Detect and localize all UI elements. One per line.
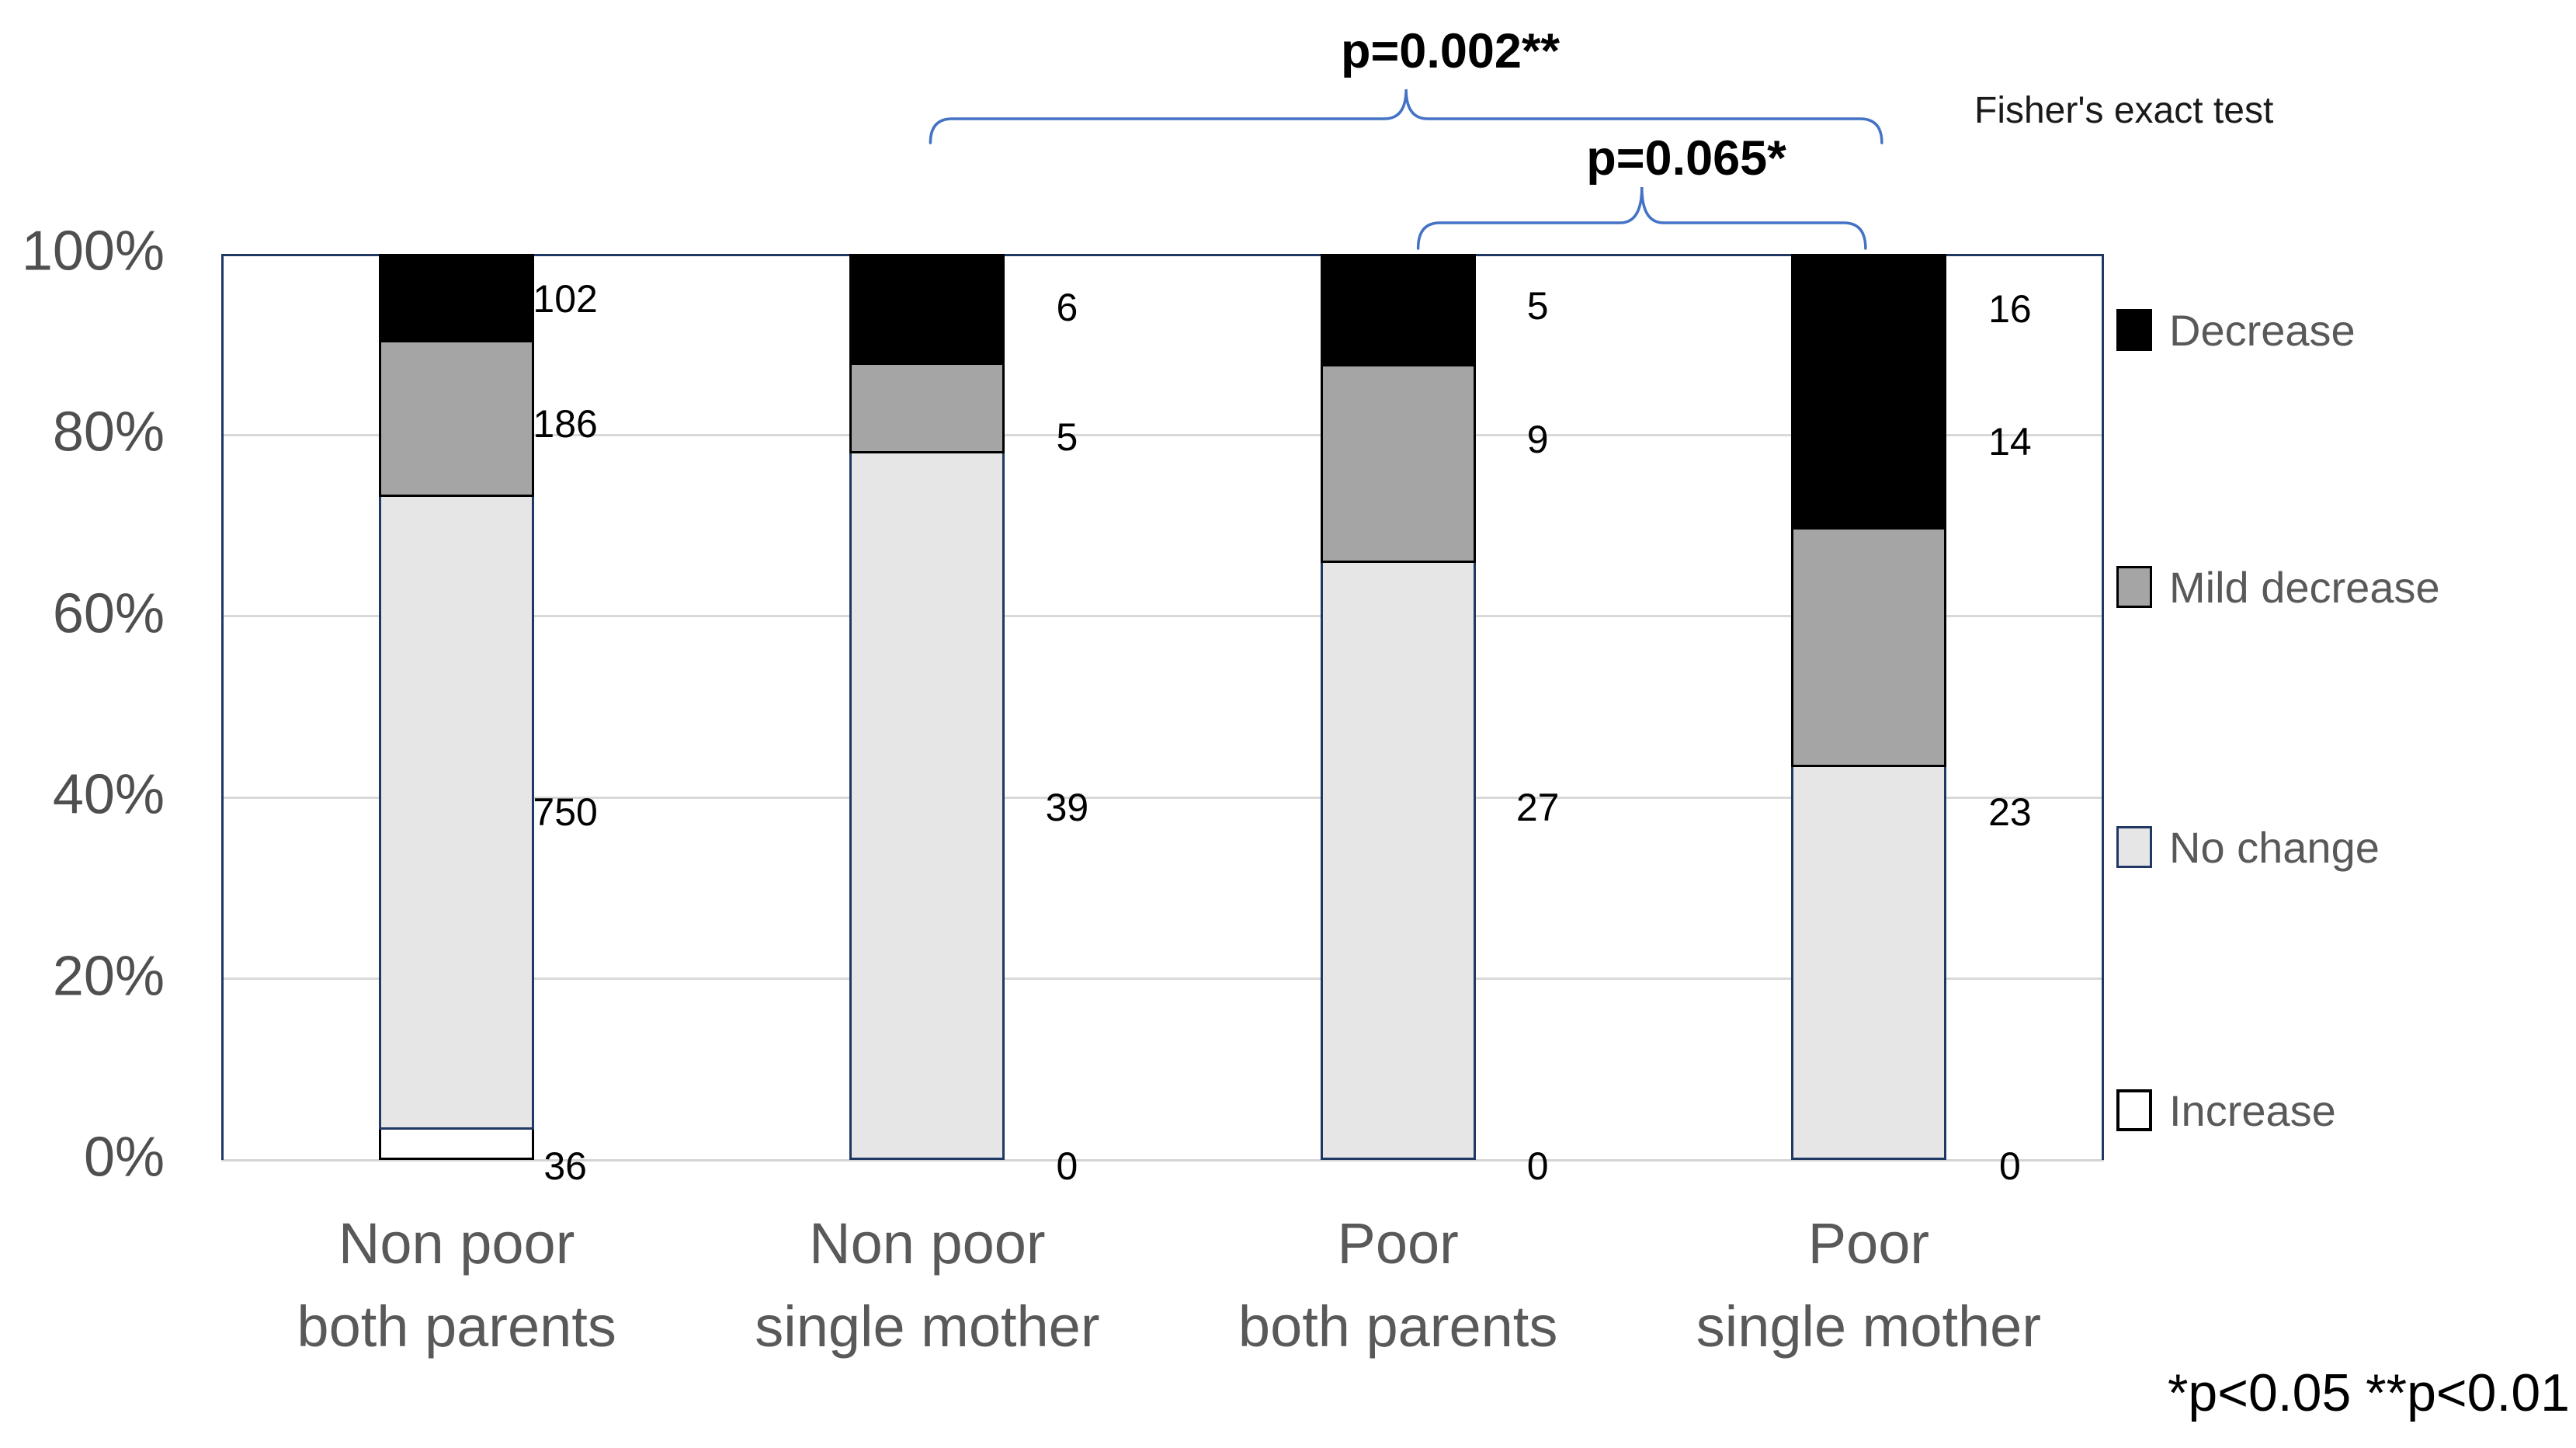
bar-segment-no-change <box>849 453 1005 1160</box>
category-label-line2: both parents <box>297 1294 616 1359</box>
x-axis-line <box>221 1158 2104 1162</box>
gridline <box>221 433 2104 436</box>
category-label: Non poor single mother <box>755 1202 1099 1369</box>
category-label-line2: single mother <box>755 1294 1100 1359</box>
category-label-line1: Non poor <box>809 1211 1046 1276</box>
bar-segment-no-change <box>379 496 535 1130</box>
bar-segment-decrease <box>849 254 1005 363</box>
legend-label: Increase <box>2169 1085 2336 1135</box>
category-label: Poor single mother <box>1696 1202 2041 1369</box>
value-label: 39 <box>1045 786 1089 830</box>
legend-swatch-icon <box>2116 1089 2152 1131</box>
legend-label: No change <box>2169 822 2380 872</box>
bar-segment-mild-decrease <box>849 363 1005 453</box>
value-label: 6 <box>1056 285 1078 329</box>
bar-segment-decrease <box>379 254 535 340</box>
value-label: 16 <box>1988 287 2032 332</box>
bar-segment-increase <box>379 1129 535 1160</box>
value-label: 186 <box>533 402 598 446</box>
y-axis-tick-label: 20% <box>52 945 165 1008</box>
fisher-test-label: Fisher's exact test <box>1974 90 2274 131</box>
legend-item-increase: Increase <box>2116 1075 2336 1145</box>
brace-p-0-065 <box>1416 186 1867 250</box>
plot-area-border <box>221 254 2104 1160</box>
value-label: 750 <box>533 790 598 834</box>
significance-footnote: *p<0.05 **p<0.01 <box>2167 1363 2570 1422</box>
bar-segment-decrease <box>1320 254 1476 365</box>
legend-swatch-icon <box>2116 566 2152 608</box>
value-label: 14 <box>1988 419 2032 464</box>
category-label-line2: both parents <box>1238 1294 1558 1359</box>
brace-p-0-002 <box>929 89 1883 144</box>
bar-segment-mild-decrease <box>379 339 535 497</box>
legend-swatch-icon <box>2116 309 2152 351</box>
value-label: 5 <box>1056 415 1078 459</box>
value-label: 36 <box>543 1144 587 1189</box>
value-label: 5 <box>1526 283 1549 328</box>
y-axis-tick-label: 100% <box>21 220 165 283</box>
category-label: Non poor both parents <box>297 1202 616 1369</box>
gridline <box>221 796 2104 799</box>
y-axis-tick-label: 80% <box>52 401 165 464</box>
category-label-line2: single mother <box>1696 1294 2041 1359</box>
legend-item-no-change: No change <box>2116 812 2380 882</box>
legend-item-decrease: Decrease <box>2116 295 2356 365</box>
p-value-label-1: p=0.002** <box>1341 24 1560 78</box>
bar-segment-no-change <box>1320 563 1476 1160</box>
bar-segment-decrease <box>1790 254 1946 528</box>
y-axis-tick-label: 40% <box>52 763 165 826</box>
gridline <box>221 615 2104 618</box>
category-label: Poor both parents <box>1238 1202 1557 1369</box>
p-value-label-2: p=0.065* <box>1586 131 1786 186</box>
value-label: 0 <box>1526 1144 1549 1189</box>
legend-label: Mild decrease <box>2169 562 2440 612</box>
y-axis-tick-label: 0% <box>83 1126 165 1189</box>
legend-label: Decrease <box>2169 305 2356 355</box>
value-label: 102 <box>533 277 598 321</box>
value-label: 0 <box>1056 1144 1078 1189</box>
value-label: 27 <box>1515 786 1560 830</box>
legend-swatch-icon <box>2116 826 2152 868</box>
category-label-line1: Non poor <box>338 1211 575 1276</box>
bar-segment-mild-decrease <box>1790 527 1946 767</box>
category-label-line1: Poor <box>1807 1211 1930 1276</box>
value-label: 23 <box>1988 790 2032 834</box>
gridline <box>221 977 2104 981</box>
y-axis-tick-label: 60% <box>52 582 165 645</box>
value-label: 9 <box>1526 418 1549 462</box>
category-label-line1: Poor <box>1337 1211 1459 1276</box>
bar-segment-mild-decrease <box>1320 364 1476 564</box>
bar-segment-no-change <box>1790 766 1946 1160</box>
legend-item-mild-decrease: Mild decrease <box>2116 552 2440 622</box>
value-label: 0 <box>1998 1144 2021 1189</box>
